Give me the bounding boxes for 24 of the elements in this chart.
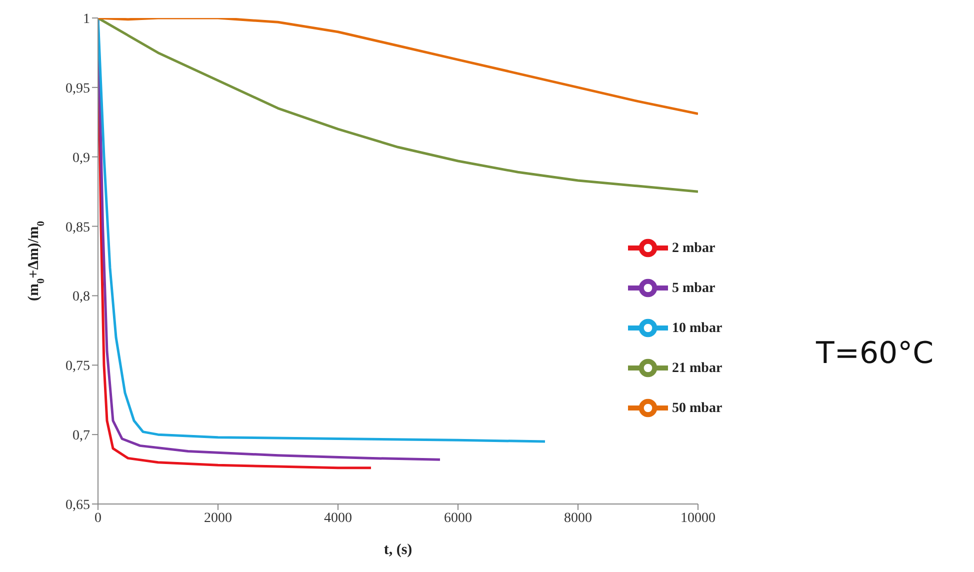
legend-label: 21 mbar <box>672 360 722 376</box>
x-tick-label: 6000 <box>444 510 472 526</box>
legend-label: 5 mbar <box>672 280 716 296</box>
x-tick-label: 4000 <box>324 510 352 526</box>
line-series <box>98 18 546 443</box>
y-tick-label: 0,9 <box>72 150 90 166</box>
y-tick-label: 0,8 <box>72 290 90 305</box>
y-tick-label: 0,7 <box>72 428 90 444</box>
y-tick-label: 0,95 <box>66 81 90 96</box>
line-series <box>98 18 698 116</box>
x-tick-label: 10000 <box>680 510 716 526</box>
y-tick-label: 0,75 <box>66 359 90 374</box>
legend-label: 10 mbar <box>672 320 722 336</box>
legend-label: 50 mbar <box>672 400 722 416</box>
line-series <box>98 18 698 193</box>
x-tick-label: 2000 <box>204 510 232 526</box>
y-tick-label: 1 <box>83 12 90 27</box>
x-tick-label: 0 <box>94 510 102 526</box>
x-axis-title: t, (s) <box>384 542 412 558</box>
legend-label: 2 mbar <box>672 240 716 256</box>
y-tick-label: 0,85 <box>66 220 90 236</box>
text: T=60°C <box>816 336 934 371</box>
y-tick-label: 0,65 <box>66 498 90 513</box>
x-tick-label: 8000 <box>564 510 592 526</box>
